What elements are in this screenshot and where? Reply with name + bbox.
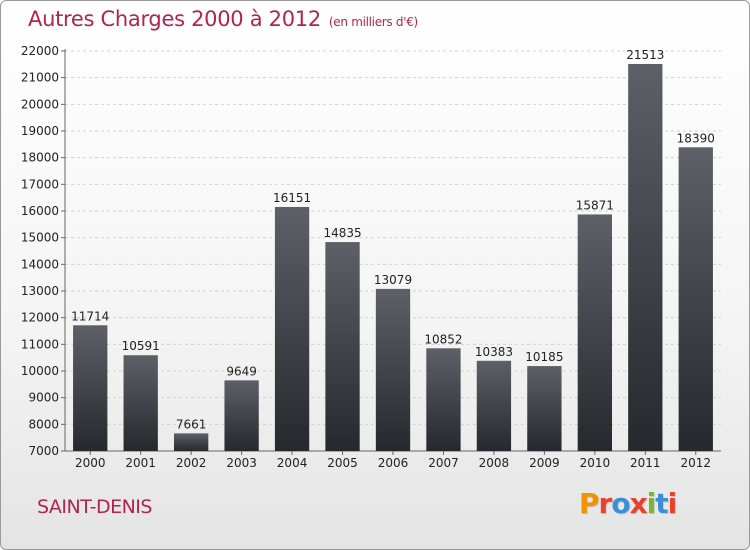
bar-value-label: 10852: [424, 332, 462, 346]
logo-letter: o: [611, 487, 630, 520]
y-tick-label: 15000: [21, 231, 59, 245]
chart-title-text: Autres Charges 2000 à 2012: [28, 7, 321, 31]
bar: [173, 433, 209, 451]
bar: [628, 63, 663, 452]
x-tick-label: 2008: [479, 456, 510, 470]
bar: [224, 380, 259, 451]
x-tick-label: 2007: [428, 456, 459, 470]
bar: [577, 214, 613, 451]
y-tick-label: 20000: [21, 97, 59, 111]
y-tick-label: 14000: [21, 257, 59, 271]
unit-label: (en milliers d'€): [328, 15, 418, 29]
y-tick-label: 12000: [21, 311, 59, 325]
x-tick-label: 2009: [529, 456, 560, 470]
bar-value-label: 18390: [677, 131, 715, 145]
y-tick-label: 9000: [28, 391, 59, 405]
x-tick-label: 2011: [630, 456, 661, 470]
y-tick-label: 8000: [28, 417, 59, 431]
y-tick-label: 16000: [21, 204, 59, 218]
x-tick-label: 2012: [680, 456, 711, 470]
logo-letter: i: [646, 487, 657, 520]
bar-value-label: 10383: [475, 345, 513, 359]
y-tick-label: 19000: [21, 124, 59, 138]
bar: [527, 366, 562, 451]
bar-value-label: 21513: [626, 48, 664, 62]
bar-value-label: 10591: [122, 339, 160, 353]
x-tick-label: 2005: [327, 456, 358, 470]
logo-letter: r: [598, 487, 613, 520]
bar-value-label: 15871: [576, 198, 614, 212]
y-tick-label: 22000: [21, 44, 59, 58]
y-tick-label: 11000: [21, 337, 59, 351]
bar: [274, 206, 310, 451]
logo-letter: t: [655, 487, 668, 520]
bars: 11714 10591 7661 9649 16151 14835 13079 10852 10…: [71, 48, 715, 452]
y-tick-label: 18000: [21, 151, 59, 165]
bar-value-label: 7661: [176, 417, 207, 431]
bar: [678, 147, 713, 451]
bar: [325, 242, 360, 451]
y-tick-label: 21000: [21, 71, 59, 85]
bar-value-label: 14835: [323, 226, 361, 240]
x-tick-label: 2001: [125, 456, 156, 470]
bar-value-label: 9649: [226, 364, 257, 378]
bar: [426, 348, 461, 451]
bar: [123, 355, 158, 451]
logo-letter: x: [629, 487, 648, 520]
bar: [375, 288, 411, 451]
bar: [73, 325, 108, 451]
y-tick-label: 17000: [21, 177, 59, 191]
bar-value-label: 13079: [374, 273, 412, 287]
bar: [476, 360, 512, 451]
chart-title: Autres Charges 2000 à 2012 (en milliers d…: [28, 7, 418, 31]
x-tick-label: 2000: [75, 456, 106, 470]
proxiti-logo[interactable]: Proxiti: [579, 487, 678, 520]
place-name: SAINT-DENIS: [37, 496, 152, 518]
y-tick-label: 13000: [21, 284, 59, 298]
x-tick-label: 2010: [580, 456, 611, 470]
bar-value-label: 16151: [273, 191, 311, 205]
logo-letter: i: [667, 487, 678, 520]
y-tick-label: 7000: [28, 444, 59, 458]
logo-letter: P: [579, 487, 600, 520]
y-tick-label: 10000: [21, 364, 59, 378]
bar-value-label: 11714: [71, 309, 109, 323]
x-tick-label: 2002: [176, 456, 207, 470]
x-tick-label: 2004: [277, 456, 308, 470]
x-tick-label: 2003: [226, 456, 257, 470]
axes: 7000 8000 9000 10000 11000 12000 13000 14000 150…: [21, 44, 721, 470]
bar-value-label: 10185: [525, 350, 563, 364]
x-tick-label: 2006: [378, 456, 409, 470]
